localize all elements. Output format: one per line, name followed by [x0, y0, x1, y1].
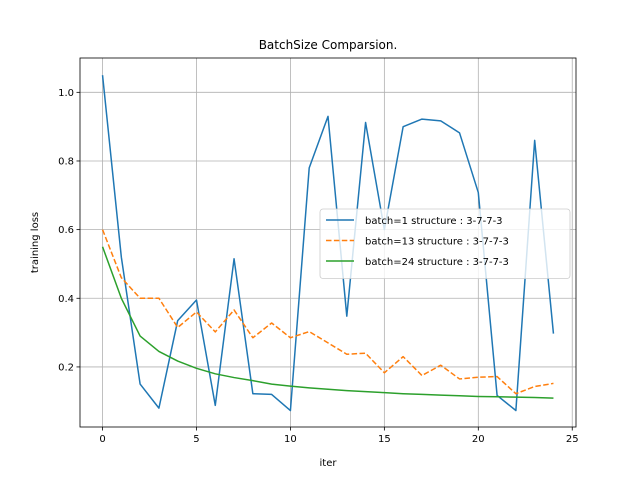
- y-tick-label: 0.4: [58, 294, 74, 305]
- series-line-2: [101, 229, 554, 395]
- plot-frame: [79, 57, 577, 428]
- x-tick-label: 5: [193, 434, 199, 445]
- legend-label-2: batch=13 structure : 3-7-7-3: [365, 237, 509, 248]
- grid: [80, 58, 576, 427]
- x-tick-label: 0: [99, 434, 105, 445]
- legend-box: [319, 208, 571, 279]
- x-tick-label: 10: [284, 434, 297, 445]
- y-tick-label: 0.2: [58, 362, 74, 373]
- legend-label-1: batch=1 structure : 3-7-7-3: [365, 216, 503, 227]
- series-layer: [101, 75, 555, 412]
- x-tick-label: 25: [566, 434, 579, 445]
- x-tick-label: 20: [472, 434, 485, 445]
- y-tick-label: 0.8: [58, 156, 74, 167]
- legend: batch=1 structure : 3-7-7-3 batch=13 stru…: [319, 208, 571, 279]
- y-axis-label: training loss: [30, 212, 41, 273]
- ticks: 0 5 10 15 20 25 0.2 0.4 0.6 0.8 1.0: [58, 88, 579, 445]
- y-tick-label: 0.6: [58, 225, 74, 236]
- series-line-1: [101, 75, 555, 412]
- y-tick-label: 1.0: [58, 88, 74, 99]
- series-line-3: [101, 246, 554, 399]
- x-tick-label: 15: [378, 434, 391, 445]
- x-axis-label: iter: [320, 458, 338, 469]
- chart-title: BatchSize Comparsion.: [259, 38, 398, 52]
- legend-label-3: batch=24 structure : 3-7-7-3: [365, 257, 509, 268]
